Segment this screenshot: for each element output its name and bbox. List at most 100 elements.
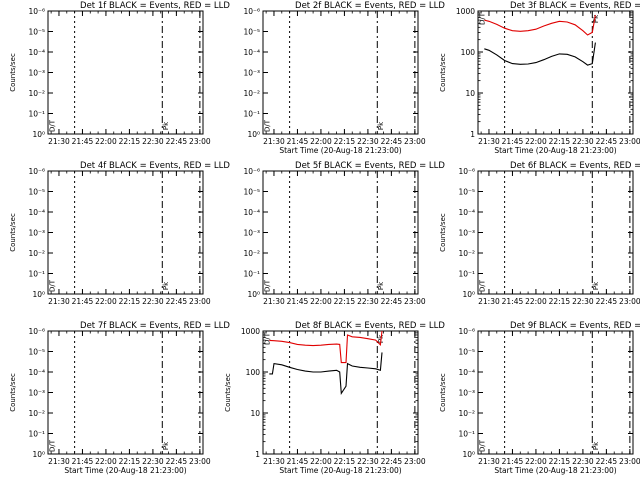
- y-tick-label: 10⁻⁴: [28, 48, 45, 57]
- x-tick-label: 22:00: [310, 297, 332, 306]
- x-tick-label: 22:00: [525, 297, 547, 306]
- x-tick-label: 23:00: [404, 297, 426, 306]
- y-tick-label: 10⁻²: [243, 249, 260, 258]
- marker-label: D/T: [48, 279, 56, 292]
- x-tick-label: 22:00: [95, 457, 117, 466]
- y-axis-label: Counts/sec: [9, 373, 17, 412]
- marker-label: D/T: [263, 119, 271, 132]
- marker-label: D/T: [263, 332, 271, 345]
- y-tick-label: 10: [465, 89, 475, 98]
- plot-frame: [262, 330, 419, 455]
- y-axis-label: Counts/sec: [224, 373, 232, 412]
- y-tick-label: 1000: [241, 327, 260, 336]
- marker-label: Pk: [592, 441, 600, 450]
- x-tick-label: 22:15: [549, 137, 571, 146]
- x-tick-label: 22:30: [142, 457, 164, 466]
- x-tick-label: 22:15: [334, 297, 356, 306]
- panel-det-9: Det 9f BLACK = Events, RED = LLD 10⁻⁶ 10⁻⁵…: [439, 321, 640, 475]
- x-tick-label: 21:45: [287, 457, 309, 466]
- x-tick-label: 22:45: [381, 297, 403, 306]
- x-tick-label: 23:00: [404, 137, 426, 146]
- marker-label: Pk: [377, 121, 385, 130]
- marker-label: D/T: [263, 279, 271, 292]
- panel-det-5: Det 5f BLACK = Events, RED = LLD 10⁻⁶ 10⁻⁵…: [243, 161, 445, 306]
- x-tick-label: 21:45: [502, 137, 524, 146]
- plot-frame: [477, 330, 634, 455]
- events-series-line: [269, 352, 383, 396]
- panel-det-4: Det 4f BLACK = Events, RED = LLD 10⁻⁶ 10⁻⁵…: [9, 161, 230, 306]
- y-tick-label: 10⁻¹: [243, 110, 260, 119]
- y-tick-label: 10⁻³: [458, 389, 475, 398]
- y-tick-label: 10⁻⁵: [28, 188, 45, 197]
- x-tick-label: 22:45: [381, 457, 403, 466]
- plot-frame: [477, 10, 634, 135]
- x-tick-label: 21:30: [48, 457, 70, 466]
- x-tick-label: 21:30: [478, 297, 500, 306]
- events-series-line: [484, 42, 596, 66]
- y-tick-label: 10⁻²: [458, 409, 475, 418]
- y-tick-label: 10⁻²: [28, 89, 45, 98]
- y-tick-label: 10⁻⁴: [243, 208, 260, 217]
- x-tick-label: 21:45: [502, 297, 524, 306]
- x-tick-label: 21:30: [263, 457, 285, 466]
- x-tick-label: 23:00: [619, 297, 640, 306]
- x-tick-label: 22:00: [310, 457, 332, 466]
- panel-det-8: Det 8f BLACK = Events, RED = LLD 1 10 100 10…: [224, 321, 445, 475]
- x-tick-label: 23:00: [404, 457, 426, 466]
- y-tick-label: 10⁻⁶: [458, 327, 475, 336]
- x-tick-label: 22:30: [142, 137, 164, 146]
- x-axis-label: Start Time (20-Aug-18 21:23:00): [64, 466, 186, 475]
- y-tick-label: 10⁻³: [243, 229, 260, 238]
- y-tick-label: 10⁰: [462, 290, 475, 299]
- marker-label: Pk: [592, 14, 600, 23]
- lld-series-line: [269, 330, 383, 364]
- plot-frame: [262, 10, 419, 135]
- x-tick-label: 21:30: [48, 297, 70, 306]
- x-tick-label: 22:15: [334, 137, 356, 146]
- y-axis-label: Counts/sec: [439, 213, 447, 252]
- panel-title: Det 2f BLACK = Events, RED = LLD: [295, 1, 445, 11]
- x-tick-label: 22:15: [549, 457, 571, 466]
- y-tick-label: 10⁻⁴: [28, 208, 45, 217]
- y-tick-label: 10⁰: [247, 290, 260, 299]
- plot-frame: [47, 330, 204, 455]
- x-axis-label: Start Time (20-Aug-18 21:23:00): [494, 466, 616, 475]
- y-tick-label: 10⁻¹: [28, 270, 45, 279]
- panel-title: Det 4f BLACK = Events, RED = LLD: [80, 161, 230, 171]
- x-tick-label: 21:45: [72, 137, 94, 146]
- plot-frame: [47, 170, 204, 295]
- x-tick-label: 22:45: [596, 137, 618, 146]
- x-axis-label: Start Time (20-Aug-18 21:23:00): [279, 466, 401, 475]
- y-axis-label: Counts/sec: [9, 53, 17, 92]
- y-axis-label: Counts/sec: [9, 213, 17, 252]
- marker-label: D/T: [48, 439, 56, 452]
- y-tick-label: 10⁰: [32, 450, 45, 459]
- y-tick-label: 100: [461, 48, 476, 57]
- y-tick-label: 10⁻²: [458, 249, 475, 258]
- y-tick-label: 1000: [456, 7, 475, 16]
- y-tick-label: 1: [255, 450, 260, 459]
- y-tick-label: 10⁻⁶: [458, 167, 475, 176]
- y-axis-label: Counts/sec: [439, 53, 447, 92]
- x-tick-label: 21:45: [72, 297, 94, 306]
- panel-det-3: Det 3f BLACK = Events, RED = LLD 1 10 100 10…: [439, 1, 640, 155]
- y-tick-label: 10⁻⁵: [458, 188, 475, 197]
- y-tick-label: 10⁻³: [28, 389, 45, 398]
- x-tick-label: 22:00: [525, 457, 547, 466]
- y-tick-label: 10⁻⁶: [243, 167, 260, 176]
- marker-label: D/T: [48, 119, 56, 132]
- x-tick-label: 22:30: [357, 137, 379, 146]
- y-tick-label: 10⁻²: [28, 409, 45, 418]
- marker-label: Pk: [377, 281, 385, 290]
- panel-det-6: Det 6f BLACK = Events, RED = LLD 10⁻⁶ 10⁻⁵…: [439, 161, 640, 306]
- y-tick-label: 10⁻⁵: [28, 348, 45, 357]
- plot-frame: [262, 170, 419, 295]
- panel-title: Det 7f BLACK = Events, RED = LLD: [80, 321, 230, 331]
- y-tick-label: 10⁻⁵: [243, 188, 260, 197]
- x-tick-label: 22:00: [95, 297, 117, 306]
- x-tick-label: 23:00: [619, 457, 640, 466]
- x-tick-label: 22:15: [119, 297, 141, 306]
- x-tick-label: 22:00: [525, 137, 547, 146]
- plot-frame: [47, 10, 204, 135]
